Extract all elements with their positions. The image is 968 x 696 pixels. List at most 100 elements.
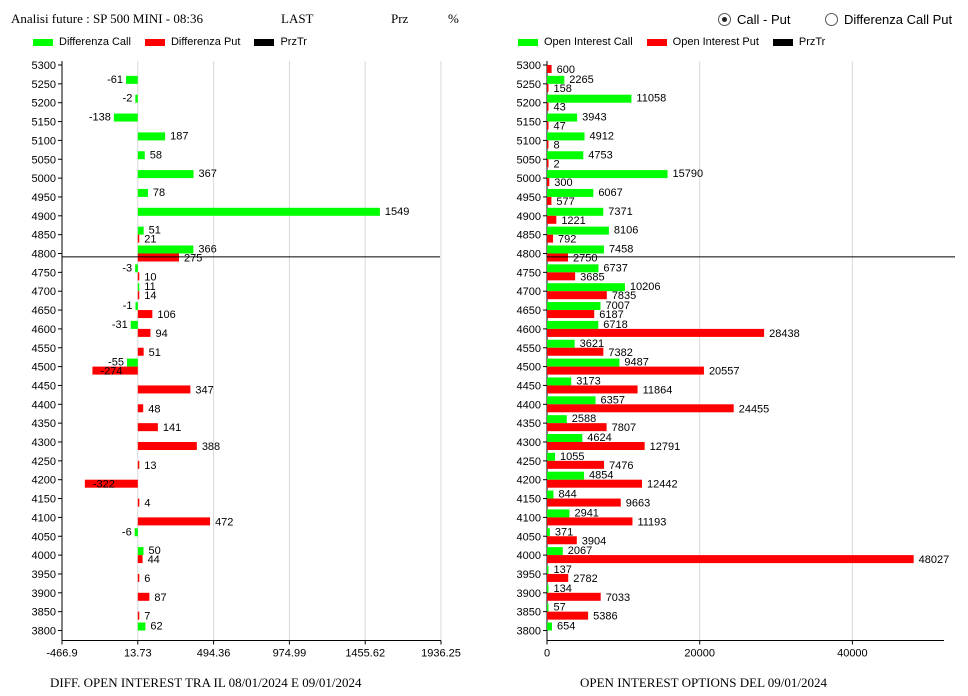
call-value-label: 51: [149, 225, 161, 237]
put-bar: [547, 272, 576, 281]
legend-item-prztr: PrzTr: [772, 36, 825, 48]
y-tick-label: 3850: [517, 607, 541, 619]
put-bar: [137, 592, 150, 601]
call-bar: [137, 188, 148, 197]
y-tick-label: 3850: [32, 607, 56, 619]
call-bar: [547, 584, 549, 593]
call-value-label: 3621: [580, 338, 604, 350]
put-bar: [547, 196, 552, 205]
put-value-label: 94: [155, 328, 167, 340]
put-value-label: 6187: [599, 309, 623, 321]
call-value-label: 367: [199, 168, 217, 180]
call-value-label: 4912: [590, 130, 614, 142]
call-bar: [547, 490, 554, 499]
put-bar: [137, 404, 144, 413]
y-tick-label: 4600: [517, 324, 541, 336]
y-tick-label: 4900: [32, 211, 56, 223]
put-bar: [137, 517, 211, 526]
legend-item-diff-call: Differenza Call: [33, 36, 131, 48]
y-tick-label: 5250: [32, 79, 56, 91]
legend-label: Open Interest Call: [544, 36, 633, 48]
put-bar: [547, 442, 645, 450]
y-tick-label: 4400: [32, 399, 56, 411]
put-value-label: 577: [556, 196, 574, 208]
call-value-label: 3173: [576, 375, 600, 387]
put-value-label: 106: [157, 309, 175, 321]
put-value-label: 12791: [650, 441, 681, 453]
put-bar: [137, 573, 140, 582]
put-bar: [547, 479, 642, 488]
put-value-label: 7382: [608, 347, 632, 359]
y-tick-label: 5050: [32, 154, 56, 166]
put-value-label: 2782: [573, 573, 597, 585]
put-value-label: 48027: [919, 554, 950, 566]
put-value-label: 4: [144, 498, 150, 510]
put-bar: [547, 102, 549, 111]
call-bar: [547, 94, 632, 103]
y-tick-label: 4750: [32, 267, 56, 279]
call-bar: [135, 302, 138, 311]
y-tick-label: 3950: [32, 569, 56, 581]
call-value-label: 6737: [603, 262, 627, 274]
put-bar: [547, 517, 633, 526]
radio-call-put[interactable]: Call - Put: [718, 12, 790, 27]
call-bar: [547, 622, 552, 631]
y-tick-label: 4900: [517, 211, 541, 223]
call-bar: [547, 320, 599, 329]
put-bar: [547, 592, 601, 601]
y-tick-label: 4000: [517, 550, 541, 562]
radio-call-put-label: Call - Put: [737, 12, 791, 27]
call-value-label: 50: [149, 545, 161, 557]
y-tick-label: 3800: [32, 626, 56, 638]
y-tick-label: 5300: [517, 60, 541, 72]
put-bar: [84, 479, 138, 488]
call-value-label: 654: [557, 621, 575, 633]
call-bar: [547, 528, 550, 537]
y-tick-label: 5200: [32, 98, 56, 110]
y-tick-label: 4200: [32, 475, 56, 487]
put-value-label: -322: [93, 479, 115, 491]
call-value-label: -138: [89, 112, 111, 124]
put-value-label: 6: [144, 573, 150, 585]
call-value-label: 1549: [385, 206, 409, 218]
legend-item-prztr: PrzTr: [254, 36, 307, 48]
legend-swatch-call: [518, 38, 538, 46]
put-bar: [547, 611, 589, 620]
put-bar: [137, 272, 140, 281]
y-tick-label: 4800: [517, 249, 541, 261]
put-value-label: 388: [202, 441, 220, 453]
call-value-label: -2: [123, 93, 133, 105]
radio-diff-call-put[interactable]: Differenza Call Put: [825, 12, 952, 27]
put-bar: [137, 498, 140, 507]
legend-swatch-price: [254, 38, 275, 46]
call-bar: [547, 264, 599, 273]
put-value-label: 20557: [709, 366, 740, 378]
y-tick-label: 3900: [32, 588, 56, 600]
y-tick-label: 5000: [517, 173, 541, 185]
put-bar: [137, 460, 140, 469]
call-bar: [126, 358, 138, 367]
call-bar: [547, 509, 570, 518]
y-tick-label: 4400: [517, 399, 541, 411]
put-bar: [547, 460, 605, 469]
call-bar: [137, 170, 194, 179]
call-bar: [547, 603, 549, 612]
y-tick-label: 4550: [517, 343, 541, 355]
last-label: LAST: [281, 11, 314, 26]
call-bar: [137, 547, 144, 556]
put-bar: [547, 366, 704, 375]
put-bar: [547, 573, 569, 582]
x-tick-label: 1455.62: [345, 648, 385, 660]
diff-open-interest-chart: 5300525052005150510050505000495049004850…: [32, 60, 461, 660]
put-value-label: 7033: [606, 592, 630, 604]
call-value-label: 57: [554, 602, 566, 614]
call-value-label: 9487: [624, 357, 648, 369]
put-value-label: 1221: [561, 215, 585, 227]
call-value-label: -31: [112, 319, 128, 331]
right-chart-caption: OPEN INTEREST OPTIONS DEL 09/01/2024: [580, 675, 827, 690]
call-bar: [137, 226, 144, 235]
put-bar: [547, 215, 557, 224]
open-interest-chart: 5300 5250 5200 5150 5100 5050 5000 4950 4900 4850…: [517, 60, 955, 660]
x-tick-label: 0: [544, 648, 550, 660]
put-bar: [137, 442, 197, 450]
